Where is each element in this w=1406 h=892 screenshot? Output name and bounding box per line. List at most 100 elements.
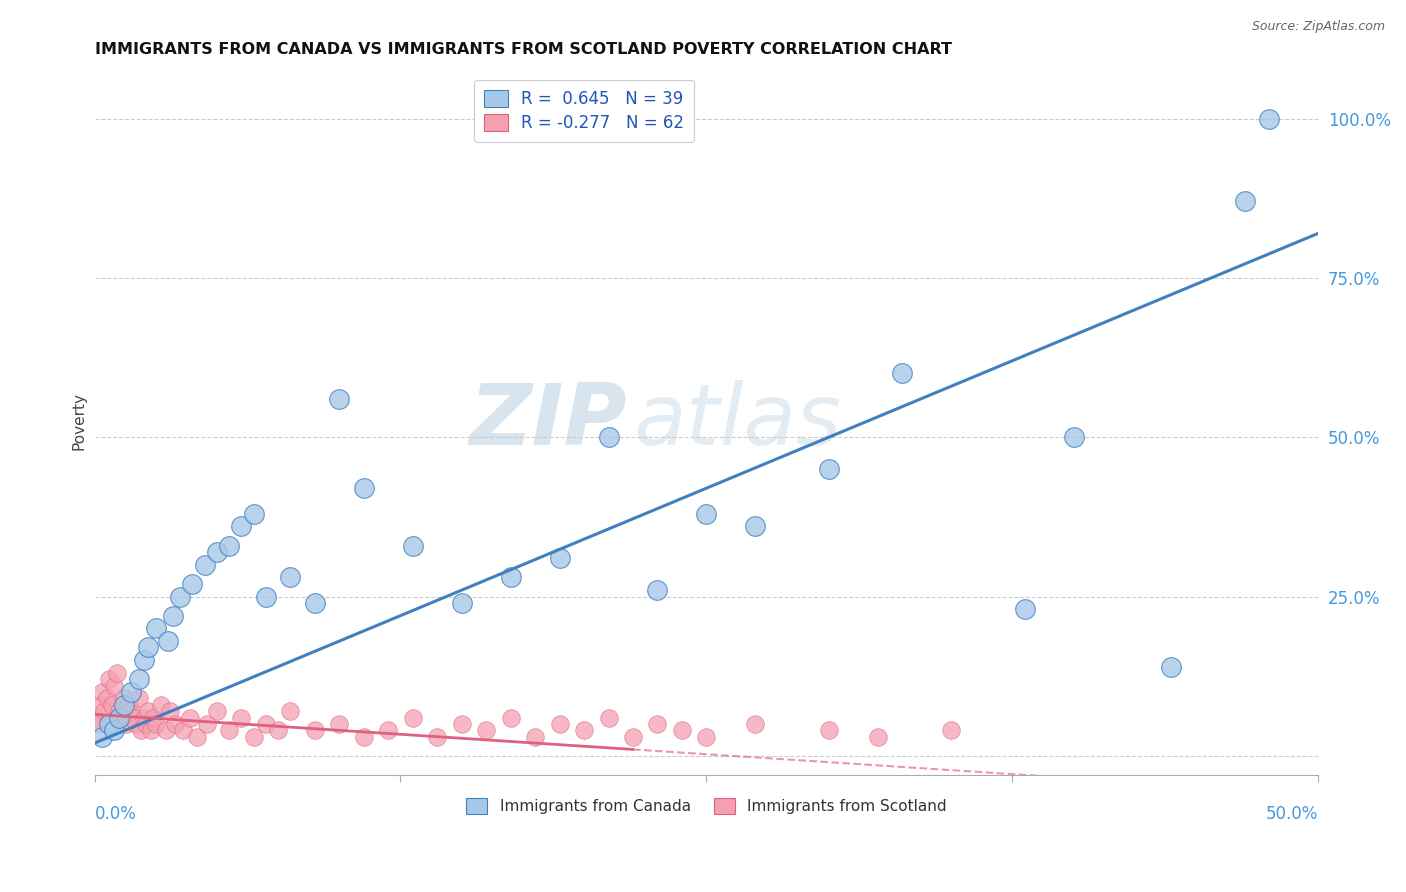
Point	[866, 730, 889, 744]
Point	[941, 723, 963, 738]
Point	[267, 723, 290, 738]
Point	[105, 665, 128, 680]
Text: Source: ZipAtlas.com: Source: ZipAtlas.com	[1251, 20, 1385, 33]
Point	[205, 545, 228, 559]
Point	[120, 704, 142, 718]
Point	[280, 704, 302, 718]
Point	[83, 710, 105, 724]
Point	[402, 539, 425, 553]
Legend: Immigrants from Canada, Immigrants from Scotland: Immigrants from Canada, Immigrants from …	[460, 792, 953, 821]
Point	[891, 367, 914, 381]
Point	[172, 723, 194, 738]
Point	[128, 673, 150, 687]
Point	[280, 570, 302, 584]
Point	[353, 730, 375, 744]
Point	[475, 723, 498, 738]
Y-axis label: Poverty: Poverty	[72, 392, 86, 450]
Point	[426, 730, 449, 744]
Point	[218, 723, 240, 738]
Point	[181, 576, 204, 591]
Point	[817, 462, 839, 476]
Point	[186, 730, 208, 744]
Point	[1160, 659, 1182, 673]
Point	[108, 710, 131, 724]
Point	[205, 704, 228, 718]
Point	[1258, 112, 1281, 126]
Point	[86, 717, 108, 731]
Point	[328, 717, 350, 731]
Point	[98, 717, 121, 731]
Text: ZIP: ZIP	[470, 380, 627, 463]
Point	[548, 717, 571, 731]
Point	[231, 519, 253, 533]
Point	[254, 590, 277, 604]
Point	[598, 710, 620, 724]
Point	[744, 717, 766, 731]
Point	[817, 723, 839, 738]
Point	[402, 710, 425, 724]
Point	[132, 710, 155, 724]
Point	[621, 730, 644, 744]
Point	[499, 570, 522, 584]
Point	[598, 430, 620, 444]
Point	[242, 507, 264, 521]
Point	[138, 640, 160, 655]
Point	[100, 698, 122, 712]
Point	[450, 596, 472, 610]
Point	[129, 723, 152, 738]
Point	[90, 685, 112, 699]
Point	[218, 539, 240, 553]
Point	[132, 653, 155, 667]
Point	[195, 717, 218, 731]
Point	[1063, 430, 1085, 444]
Text: 0.0%: 0.0%	[94, 805, 136, 823]
Point	[572, 723, 595, 738]
Point	[108, 704, 131, 718]
Point	[145, 717, 167, 731]
Text: 50.0%: 50.0%	[1265, 805, 1319, 823]
Point	[90, 730, 112, 744]
Point	[165, 717, 187, 731]
Point	[156, 634, 179, 648]
Point	[138, 704, 160, 718]
Point	[120, 685, 142, 699]
Point	[499, 710, 522, 724]
Point	[112, 698, 135, 712]
Point	[89, 698, 111, 712]
Point	[118, 698, 141, 712]
Point	[304, 723, 326, 738]
Point	[231, 710, 253, 724]
Point	[159, 704, 181, 718]
Point	[695, 730, 717, 744]
Point	[647, 583, 669, 598]
Point	[135, 717, 157, 731]
Point	[353, 481, 375, 495]
Point	[328, 392, 350, 406]
Point	[450, 717, 472, 731]
Point	[254, 717, 277, 731]
Text: IMMIGRANTS FROM CANADA VS IMMIGRANTS FROM SCOTLAND POVERTY CORRELATION CHART: IMMIGRANTS FROM CANADA VS IMMIGRANTS FRO…	[94, 42, 952, 57]
Point	[115, 717, 138, 731]
Point	[695, 507, 717, 521]
Point	[744, 519, 766, 533]
Point	[112, 691, 135, 706]
Point	[169, 590, 191, 604]
Point	[103, 679, 125, 693]
Point	[103, 723, 125, 738]
Point	[98, 673, 121, 687]
Point	[149, 698, 172, 712]
Text: atlas: atlas	[633, 380, 841, 463]
Point	[1014, 602, 1036, 616]
Point	[548, 551, 571, 566]
Point	[125, 717, 148, 731]
Point	[647, 717, 669, 731]
Point	[162, 608, 184, 623]
Point	[242, 730, 264, 744]
Point	[524, 730, 547, 744]
Point	[377, 723, 399, 738]
Point	[671, 723, 693, 738]
Point	[194, 558, 217, 572]
Point	[139, 723, 162, 738]
Point	[122, 710, 145, 724]
Point	[142, 710, 165, 724]
